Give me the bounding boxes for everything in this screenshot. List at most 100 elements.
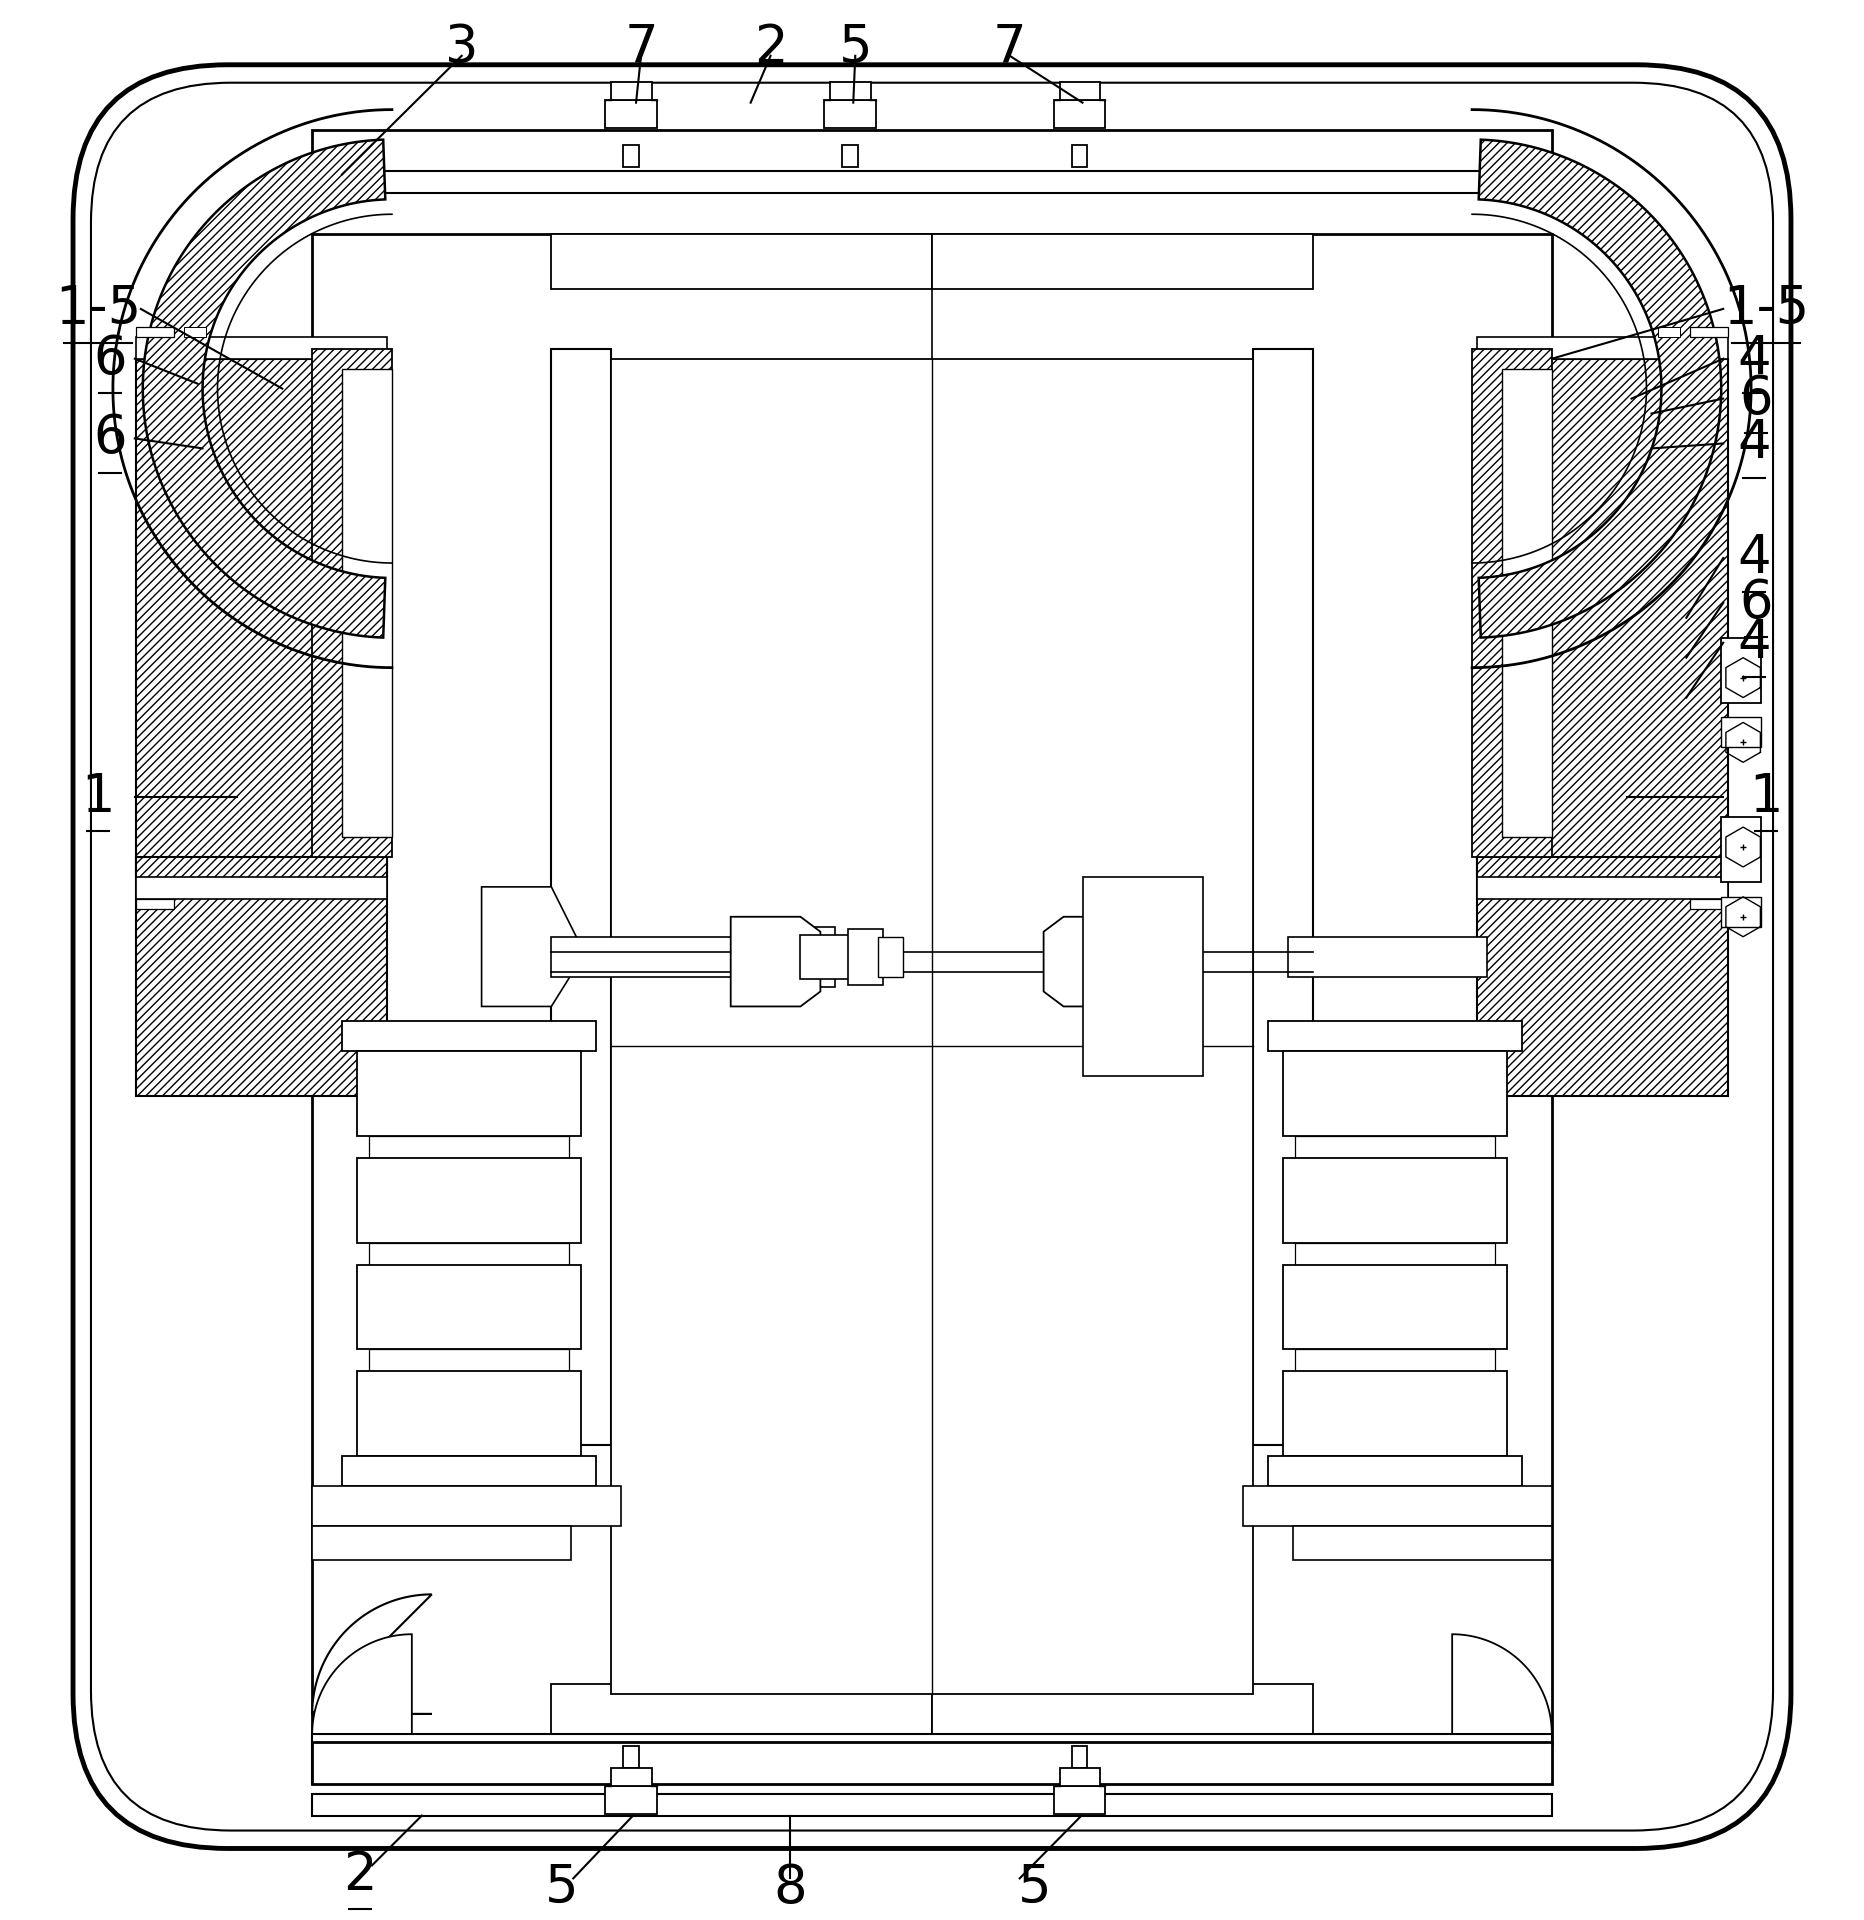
Bar [848,929,884,985]
Text: 4: 4 [1737,332,1771,384]
Polygon shape [1044,916,1133,1006]
Bar [1268,1021,1521,1052]
Bar [552,349,611,1446]
Text: 5: 5 [839,21,872,73]
Bar [1083,877,1202,1077]
Bar [1053,100,1105,127]
Polygon shape [136,359,388,877]
Text: 2: 2 [343,1849,377,1901]
Bar [606,1786,656,1814]
Text: 1-5: 1-5 [1722,282,1810,334]
Polygon shape [1478,140,1720,637]
Bar [185,326,205,336]
Text: 5: 5 [544,1862,578,1914]
Bar [740,931,800,981]
Bar [311,1734,1553,1784]
Bar [623,146,639,167]
FancyBboxPatch shape [91,83,1773,1830]
Polygon shape [144,140,386,637]
Bar [1282,1265,1506,1350]
Bar [311,1793,1553,1816]
Text: 1: 1 [82,772,116,824]
Bar [1691,899,1728,908]
Polygon shape [1452,1634,1553,1734]
Bar [343,1021,596,1052]
Bar [878,937,902,977]
Bar [796,927,835,987]
Bar [1053,1786,1105,1814]
Bar [136,336,388,359]
Bar [1295,1137,1495,1158]
Bar [1282,1371,1506,1455]
Bar [1059,1768,1100,1786]
Bar [311,129,1553,171]
Bar [1072,146,1087,167]
FancyBboxPatch shape [73,65,1791,1849]
Text: 4: 4 [1737,532,1771,584]
Bar [824,100,876,127]
Bar [311,171,1553,194]
Bar [1295,1350,1495,1371]
Bar [369,1137,569,1158]
Bar [829,83,870,100]
Bar [1072,1745,1087,1768]
Bar [1720,897,1761,927]
Bar [1502,369,1553,837]
Polygon shape [1476,359,1728,877]
Text: 1: 1 [1748,772,1782,824]
Bar [552,1684,932,1740]
Polygon shape [1476,856,1728,1096]
Bar [1294,1526,1553,1561]
Bar [1691,326,1728,336]
Bar [1476,336,1728,359]
Bar [1720,818,1761,881]
Bar [136,899,173,908]
Text: 6: 6 [93,332,127,384]
Bar [611,1768,652,1786]
Bar [358,1052,582,1137]
Text: 1-5: 1-5 [54,282,142,334]
Text: 6: 6 [93,413,127,465]
Bar [343,1455,596,1486]
Bar [1720,637,1761,703]
Bar [1243,1486,1553,1526]
Text: 6: 6 [1739,576,1773,630]
Bar [136,877,388,899]
Text: 4: 4 [1737,616,1771,668]
Bar [1268,1455,1521,1486]
Bar [552,937,751,977]
Bar [369,1350,569,1371]
Text: 4: 4 [1737,417,1771,468]
Bar [311,1526,570,1561]
Polygon shape [311,1594,432,1715]
Bar [1295,1242,1495,1265]
Bar [1282,1158,1506,1242]
Polygon shape [136,856,388,1096]
Bar [311,234,1553,1743]
Polygon shape [731,916,820,1006]
Text: 7: 7 [624,21,658,73]
Text: 3: 3 [445,21,479,73]
Bar [358,1371,582,1455]
Bar [369,1242,569,1265]
Bar [311,1486,621,1526]
Bar [311,349,391,856]
Text: 5: 5 [1018,1862,1051,1914]
Polygon shape [481,887,576,1006]
Bar [552,234,932,290]
Bar [1059,83,1100,100]
Polygon shape [311,1634,412,1734]
Bar [311,1741,1553,1784]
Bar [1288,937,1487,977]
Bar [1476,877,1728,899]
Bar [358,1158,582,1242]
Bar [843,146,857,167]
Bar [343,369,391,837]
Bar [136,326,173,336]
Bar [1659,326,1679,336]
Bar [800,935,856,979]
Bar [932,234,1312,290]
Bar [932,1684,1312,1740]
Bar [1473,349,1553,856]
Bar [358,1265,582,1350]
